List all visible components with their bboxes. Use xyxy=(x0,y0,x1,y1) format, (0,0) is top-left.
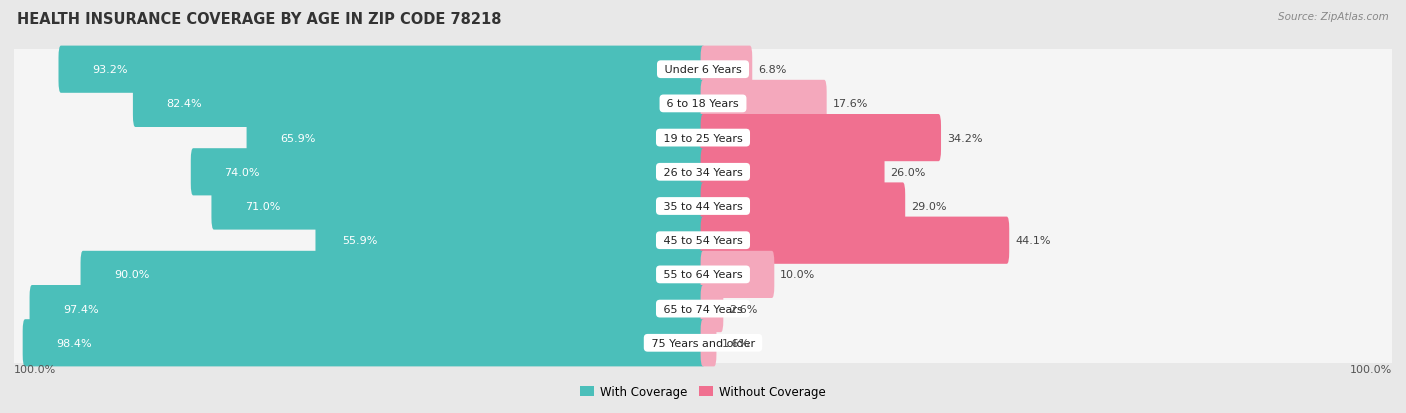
Text: 93.2%: 93.2% xyxy=(91,65,128,75)
Text: 65 to 74 Years: 65 to 74 Years xyxy=(659,304,747,314)
Text: 45 to 54 Years: 45 to 54 Years xyxy=(659,236,747,246)
FancyBboxPatch shape xyxy=(11,44,1395,96)
Text: 17.6%: 17.6% xyxy=(832,99,868,109)
Text: 44.1%: 44.1% xyxy=(1015,236,1050,246)
FancyBboxPatch shape xyxy=(700,319,717,366)
FancyBboxPatch shape xyxy=(59,47,706,94)
Text: 74.0%: 74.0% xyxy=(224,167,260,177)
Text: 97.4%: 97.4% xyxy=(63,304,98,314)
FancyBboxPatch shape xyxy=(700,217,1010,264)
FancyBboxPatch shape xyxy=(315,217,706,264)
FancyBboxPatch shape xyxy=(191,149,706,196)
Text: 98.4%: 98.4% xyxy=(56,338,91,348)
Text: 29.0%: 29.0% xyxy=(911,202,946,211)
Text: 65.9%: 65.9% xyxy=(280,133,315,143)
Text: 90.0%: 90.0% xyxy=(114,270,149,280)
Text: 71.0%: 71.0% xyxy=(245,202,280,211)
FancyBboxPatch shape xyxy=(22,319,706,366)
Text: 34.2%: 34.2% xyxy=(946,133,983,143)
FancyBboxPatch shape xyxy=(700,183,905,230)
Text: HEALTH INSURANCE COVERAGE BY AGE IN ZIP CODE 78218: HEALTH INSURANCE COVERAGE BY AGE IN ZIP … xyxy=(17,12,502,27)
Text: 1.6%: 1.6% xyxy=(723,338,751,348)
Text: 26.0%: 26.0% xyxy=(890,167,925,177)
Text: 26 to 34 Years: 26 to 34 Years xyxy=(659,167,747,177)
Text: 100.0%: 100.0% xyxy=(1350,364,1392,374)
FancyBboxPatch shape xyxy=(700,285,723,332)
Text: 6.8%: 6.8% xyxy=(758,65,786,75)
FancyBboxPatch shape xyxy=(700,47,752,94)
Text: 55.9%: 55.9% xyxy=(342,236,377,246)
Text: 82.4%: 82.4% xyxy=(166,99,202,109)
FancyBboxPatch shape xyxy=(80,251,706,298)
FancyBboxPatch shape xyxy=(211,183,706,230)
Text: 10.0%: 10.0% xyxy=(780,270,815,280)
FancyBboxPatch shape xyxy=(11,282,1395,335)
Text: 19 to 25 Years: 19 to 25 Years xyxy=(659,133,747,143)
FancyBboxPatch shape xyxy=(11,317,1395,369)
Text: 35 to 44 Years: 35 to 44 Years xyxy=(659,202,747,211)
Legend: With Coverage, Without Coverage: With Coverage, Without Coverage xyxy=(579,385,827,399)
Text: 6 to 18 Years: 6 to 18 Years xyxy=(664,99,742,109)
Text: Under 6 Years: Under 6 Years xyxy=(661,65,745,75)
FancyBboxPatch shape xyxy=(700,251,775,298)
Text: 100.0%: 100.0% xyxy=(14,364,56,374)
FancyBboxPatch shape xyxy=(11,214,1395,267)
FancyBboxPatch shape xyxy=(11,112,1395,164)
FancyBboxPatch shape xyxy=(700,149,884,196)
Text: 75 Years and older: 75 Years and older xyxy=(648,338,758,348)
FancyBboxPatch shape xyxy=(11,78,1395,131)
FancyBboxPatch shape xyxy=(11,249,1395,301)
Text: Source: ZipAtlas.com: Source: ZipAtlas.com xyxy=(1278,12,1389,22)
Text: 55 to 64 Years: 55 to 64 Years xyxy=(659,270,747,280)
FancyBboxPatch shape xyxy=(11,180,1395,233)
FancyBboxPatch shape xyxy=(11,146,1395,199)
Text: 2.6%: 2.6% xyxy=(730,304,758,314)
FancyBboxPatch shape xyxy=(700,115,941,162)
FancyBboxPatch shape xyxy=(700,81,827,128)
FancyBboxPatch shape xyxy=(246,115,706,162)
FancyBboxPatch shape xyxy=(134,81,706,128)
FancyBboxPatch shape xyxy=(30,285,706,332)
